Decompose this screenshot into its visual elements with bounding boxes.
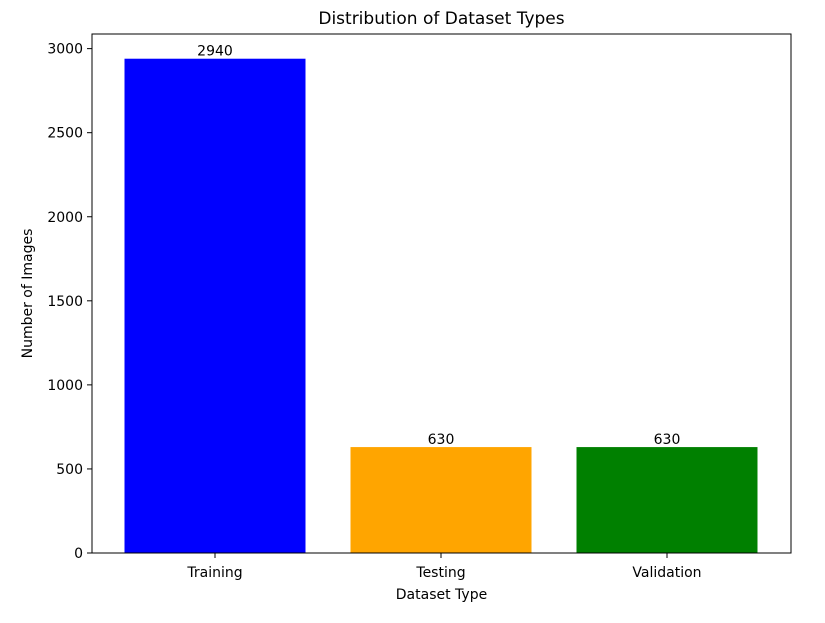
x-tick-label-testing: Testing [415, 565, 465, 581]
bars-group [124, 58, 758, 553]
plot-area: 2940 630 630 0 500 1000 1500 2000 2500 3000 Trai… [47, 33, 792, 581]
y-tick-label-1000: 1000 [47, 378, 83, 394]
x-axis-label: Dataset Type [396, 587, 487, 603]
bar-validation [576, 447, 758, 553]
x-axis: Training Testing Validation [186, 553, 702, 581]
data-labels-group: 2940 630 630 [197, 44, 680, 448]
x-tick-label-validation: Validation [632, 565, 701, 581]
data-label-testing: 630 [428, 432, 455, 448]
y-tick-label-0: 0 [74, 546, 83, 562]
data-label-training: 2940 [197, 44, 233, 60]
bar-training [124, 58, 306, 553]
y-axis: 0 500 1000 1500 2000 2500 3000 [47, 42, 92, 562]
y-tick-label-3000: 3000 [47, 42, 83, 58]
y-axis-label: Number of Images [20, 229, 36, 359]
data-label-validation: 630 [654, 432, 681, 448]
chart-title: Distribution of Dataset Types [318, 9, 564, 29]
y-tick-label-500: 500 [56, 462, 83, 478]
y-tick-label-2500: 2500 [47, 126, 83, 142]
bar-testing [350, 447, 532, 553]
y-tick-label-2000: 2000 [47, 210, 83, 226]
y-tick-label-1500: 1500 [47, 294, 83, 310]
x-tick-label-training: Training [186, 565, 242, 581]
